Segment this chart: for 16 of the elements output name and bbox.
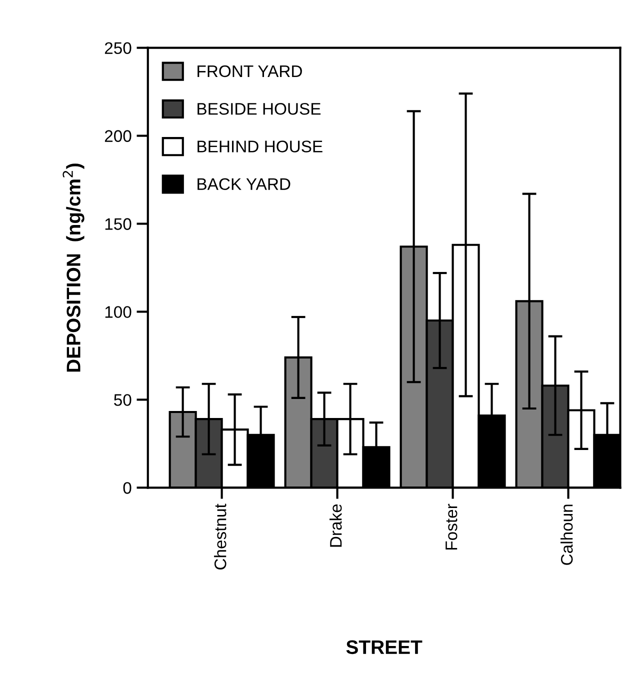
y-axis-title: DEPOSITION (ng/cm$^{2}$) <box>62 164 84 372</box>
legend-label: BESIDE HOUSE <box>198 102 321 115</box>
y-tick-label: 150 <box>105 218 132 230</box>
legend-label: FRONT YARD <box>198 65 302 78</box>
y-tick-label: 0 <box>123 482 132 494</box>
y-tick-label: 250 <box>104 42 132 54</box>
y-tick-label: 200 <box>104 130 132 142</box>
x-tick-label: Chestnut <box>214 504 226 570</box>
legend-label: BEHIND HOUSE <box>198 140 322 152</box>
y-tick-label: 100 <box>105 306 132 318</box>
x-axis-title: STREET <box>346 640 422 654</box>
y-tick-label: 50 <box>114 394 132 406</box>
x-tick-label: Calhoun <box>560 504 573 565</box>
x-tick-label: Drake <box>330 504 342 547</box>
x-tick-label: Foster <box>446 504 458 550</box>
legend-label: BACK YARD <box>198 178 290 190</box>
